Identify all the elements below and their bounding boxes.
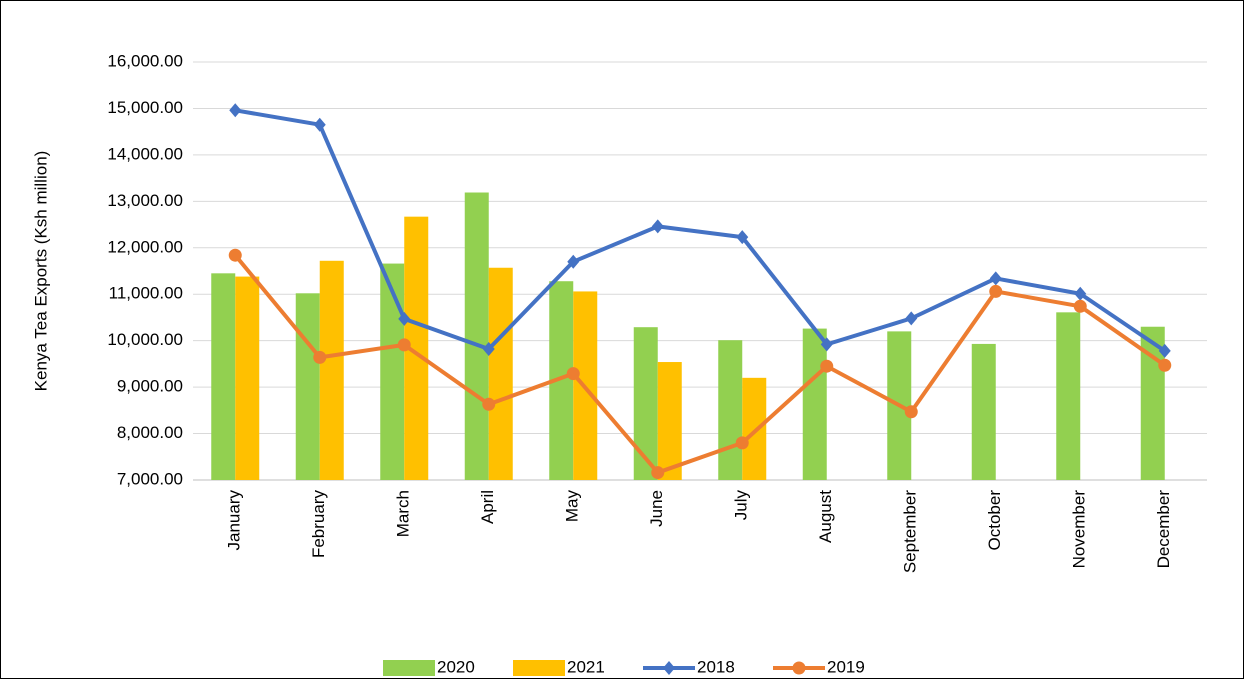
bar [718, 340, 743, 480]
bar [742, 377, 767, 480]
marker [313, 350, 327, 364]
legend-marker [792, 661, 806, 675]
y-tick-label: 14,000.00 [107, 144, 183, 163]
x-tick-label: October [985, 490, 1004, 551]
marker [820, 359, 834, 373]
bar [211, 273, 236, 480]
marker [1073, 299, 1087, 313]
marker [397, 338, 411, 352]
legend-swatch [513, 660, 565, 676]
x-tick-label: November [1070, 490, 1089, 569]
bar [1056, 312, 1081, 480]
x-tick-label: March [394, 490, 413, 537]
y-tick-label: 13,000.00 [107, 191, 183, 210]
marker [735, 436, 749, 450]
marker [1074, 286, 1087, 301]
y-tick-label: 8,000.00 [117, 423, 183, 442]
x-tick-label: August [816, 490, 835, 543]
bar [657, 362, 682, 480]
y-axis-label: Kenya Tea Exports (Ksh million) [31, 151, 50, 392]
legend-swatch [383, 660, 435, 676]
y-tick-label: 15,000.00 [107, 98, 183, 117]
marker [398, 311, 411, 326]
marker [566, 367, 580, 381]
marker [1158, 358, 1172, 372]
x-tick-label: June [647, 490, 666, 527]
marker [228, 248, 242, 262]
marker [905, 311, 918, 326]
legend-marker [663, 661, 675, 675]
line [233, 253, 1166, 475]
bar [464, 192, 489, 480]
y-tick-label: 10,000.00 [107, 330, 183, 349]
legend-label: 2020 [437, 657, 475, 676]
x-tick-label: July [732, 490, 751, 521]
legend-label: 2021 [567, 657, 605, 676]
marker [736, 230, 749, 245]
bar [633, 327, 658, 480]
x-tick-label: April [478, 490, 497, 524]
marker [989, 284, 1003, 298]
marker [820, 337, 833, 352]
marker [229, 103, 242, 118]
marker [1158, 343, 1171, 358]
marker [482, 397, 496, 411]
bar [235, 276, 260, 480]
bar [802, 328, 827, 480]
marker [989, 271, 1002, 286]
y-tick-label: 12,000.00 [107, 237, 183, 256]
bar [380, 263, 405, 480]
x-tick-label: February [309, 490, 328, 559]
bar [295, 293, 320, 480]
x-tick-label: May [563, 490, 582, 523]
y-tick-label: 16,000.00 [107, 51, 183, 70]
marker [651, 466, 665, 480]
y-tick-label: 7,000.00 [117, 469, 183, 488]
bar [319, 260, 344, 480]
marker [313, 117, 326, 132]
x-tick-label: December [1154, 490, 1173, 569]
x-tick-label: January [225, 490, 244, 551]
legend-label: 2018 [697, 657, 735, 676]
marker [651, 219, 664, 234]
legend-label: 2019 [827, 657, 865, 676]
marker [904, 405, 918, 419]
x-tick-label: September [901, 490, 920, 573]
y-tick-label: 9,000.00 [117, 377, 183, 396]
marker [567, 254, 580, 269]
marker [482, 342, 495, 357]
bar [971, 343, 996, 480]
bar [488, 267, 513, 480]
line [234, 108, 1166, 353]
y-tick-label: 11,000.00 [109, 284, 183, 303]
